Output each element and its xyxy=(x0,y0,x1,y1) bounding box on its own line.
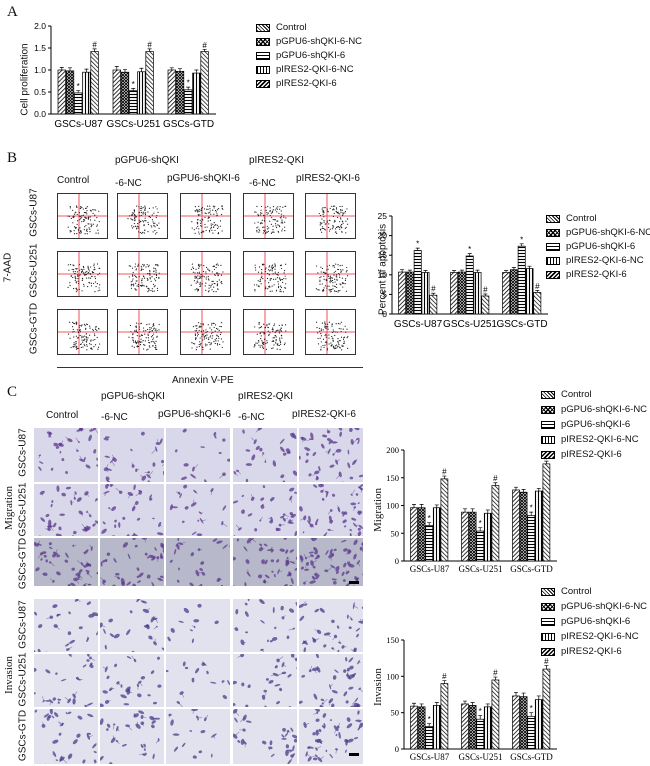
error-bar xyxy=(529,713,533,717)
y-tick-label: 50 xyxy=(391,708,400,718)
category-label: GSCs-U251 xyxy=(458,752,502,762)
error-bar xyxy=(412,703,416,706)
sig-marker-hash: # xyxy=(493,669,498,678)
error-bar xyxy=(514,692,518,696)
legend-label: pGPU6-shQKI-6-NC xyxy=(561,601,647,612)
category-label: GSCs-GTD xyxy=(510,752,553,762)
bar xyxy=(411,706,418,749)
legend-label: pIRES2-QKI-6-NC xyxy=(561,631,639,642)
bar xyxy=(426,726,433,749)
legend-swatch xyxy=(541,648,555,656)
legend-swatch xyxy=(541,618,555,626)
legend-label: pGPU6-shQKI-6 xyxy=(561,616,630,627)
y-tick-label: 150 xyxy=(386,635,399,645)
legend-label: Control xyxy=(561,586,592,597)
bar xyxy=(462,704,469,749)
error-bar xyxy=(486,704,490,707)
bar xyxy=(520,697,527,749)
y-tick-label: 0 xyxy=(395,744,399,754)
error-bar xyxy=(463,701,467,704)
legend-swatch xyxy=(541,603,555,611)
invasion-plot: 0 50 100 150 * # GSCs-U87 * # GSCs-U251 * # GSCs-GTD xyxy=(386,635,557,762)
error-bar xyxy=(544,665,548,669)
bar xyxy=(469,705,476,749)
bar xyxy=(543,669,550,749)
legend-label: pIRES2-QKI-6 xyxy=(561,646,622,657)
error-bar xyxy=(420,704,424,707)
sig-marker-star: * xyxy=(479,707,482,716)
legend-swatch xyxy=(541,588,555,596)
sig-marker-hash: # xyxy=(442,672,447,681)
bar xyxy=(535,700,542,749)
bar xyxy=(492,680,499,749)
category-label: GSCs-U87 xyxy=(410,752,450,762)
bar xyxy=(477,719,484,749)
error-bar xyxy=(435,702,439,705)
legend-swatch xyxy=(541,633,555,641)
sig-marker-star: * xyxy=(530,704,533,713)
y-tick-label: 100 xyxy=(386,671,399,681)
error-bar xyxy=(537,696,541,700)
error-bar xyxy=(522,693,526,697)
error-bar xyxy=(471,702,475,705)
bar xyxy=(418,707,425,749)
bar xyxy=(528,716,535,749)
sig-marker-star: * xyxy=(428,715,431,724)
bar xyxy=(441,684,448,749)
bar xyxy=(513,696,520,749)
error-bar xyxy=(478,716,482,720)
bar xyxy=(433,705,440,749)
sig-marker-hash: # xyxy=(544,657,549,666)
bar xyxy=(484,707,491,749)
